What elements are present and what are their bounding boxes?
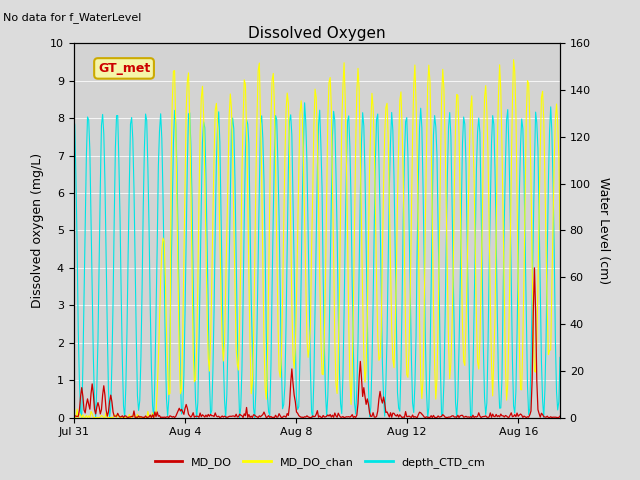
Y-axis label: Dissolved oxygen (mg/L): Dissolved oxygen (mg/L) bbox=[31, 153, 44, 308]
Legend: MD_DO, MD_DO_chan, depth_CTD_cm: MD_DO, MD_DO_chan, depth_CTD_cm bbox=[150, 452, 490, 472]
Text: GT_met: GT_met bbox=[98, 62, 150, 75]
Y-axis label: Water Level (cm): Water Level (cm) bbox=[597, 177, 611, 284]
Text: No data for f_WaterLevel: No data for f_WaterLevel bbox=[3, 12, 141, 23]
Title: Dissolved Oxygen: Dissolved Oxygen bbox=[248, 25, 386, 41]
